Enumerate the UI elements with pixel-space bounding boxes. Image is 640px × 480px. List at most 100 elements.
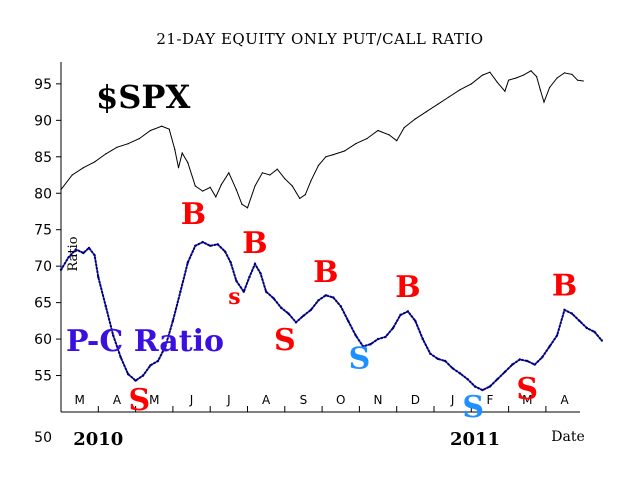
- data-point: [181, 152, 183, 154]
- data-point: [82, 167, 84, 169]
- data-point: [235, 279, 238, 282]
- data-point: [246, 207, 249, 209]
- data-point: [209, 186, 211, 188]
- data-point: [577, 79, 579, 81]
- data-point: [241, 203, 243, 205]
- data-point: [87, 246, 91, 250]
- data-point: [414, 319, 417, 323]
- month-label: J: [450, 393, 455, 407]
- data-point: [294, 321, 298, 324]
- data-point: [600, 339, 603, 342]
- data-point: [82, 251, 85, 255]
- data-point: [254, 185, 256, 187]
- series-lines: [59, 70, 603, 392]
- data-point: [209, 244, 212, 247]
- data-point: [347, 319, 350, 323]
- data-point: [94, 161, 96, 163]
- data-point: [59, 268, 63, 271]
- data-point: [242, 290, 245, 293]
- month-label: M: [149, 393, 159, 407]
- data-point: [317, 164, 319, 167]
- spx-series-line: [60, 70, 584, 209]
- data-point: [354, 334, 357, 337]
- data-point: [563, 308, 566, 312]
- data-point: [97, 275, 100, 279]
- month-label: J: [226, 393, 231, 407]
- y-tick-label: 80: [34, 186, 52, 202]
- data-point: [324, 294, 327, 297]
- pc-ratio-series-line: [60, 240, 603, 392]
- data-point: [339, 305, 342, 308]
- data-point: [279, 306, 283, 309]
- month-label: D: [411, 393, 420, 407]
- data-point: [264, 290, 268, 293]
- data-point: [253, 262, 257, 266]
- data-point: [539, 89, 541, 91]
- data-point: [60, 189, 62, 191]
- data-point: [466, 378, 469, 381]
- data-point: [248, 275, 251, 279]
- data-point: [179, 290, 182, 293]
- data-point: [112, 334, 115, 337]
- sell-signal-label: S: [516, 372, 538, 407]
- buy-signal-label: B: [552, 268, 577, 303]
- data-point: [384, 335, 387, 339]
- buy-signal-label: B: [313, 255, 338, 290]
- data-point: [504, 90, 506, 92]
- data-point: [317, 299, 320, 302]
- y-tick-label: 90: [34, 113, 52, 129]
- data-point: [119, 356, 122, 359]
- data-point: [436, 357, 439, 360]
- y-tick-label: 70: [34, 259, 52, 275]
- data-point: [399, 313, 402, 317]
- data-point: [291, 185, 293, 187]
- data-point: [421, 337, 424, 341]
- y-axis-label: Ratio: [66, 236, 81, 271]
- data-point: [582, 80, 584, 82]
- data-point: [437, 103, 439, 105]
- data-point: [511, 363, 514, 366]
- sell-signal-label: S: [128, 383, 150, 418]
- year-label: 2011: [450, 429, 500, 450]
- data-point: [366, 138, 368, 140]
- data-point: [187, 162, 189, 164]
- sell-signal-label: S: [349, 341, 371, 376]
- data-point: [93, 254, 96, 257]
- data-point: [304, 194, 306, 196]
- data-point: [202, 190, 204, 192]
- data-point: [71, 174, 73, 176]
- data-point: [533, 363, 536, 366]
- data-point: [325, 156, 327, 158]
- data-point: [229, 261, 232, 264]
- data-point: [555, 334, 559, 337]
- sell-signal-label: S: [462, 390, 484, 425]
- data-point: [556, 77, 558, 79]
- data-point: [164, 345, 167, 348]
- data-point: [194, 244, 197, 247]
- data-point: [149, 129, 152, 132]
- data-point: [177, 167, 180, 169]
- data-point: [396, 140, 398, 142]
- data-point: [489, 71, 491, 73]
- data-point: [309, 308, 313, 312]
- data-point: [332, 296, 335, 299]
- data-point: [444, 359, 447, 363]
- data-point: [138, 138, 140, 140]
- data-point: [488, 385, 492, 388]
- buy-signal-label: B: [242, 226, 267, 261]
- data-point: [403, 127, 405, 129]
- sell-signal-label: s: [228, 284, 240, 310]
- data-point: [186, 261, 189, 264]
- x-axis-ticks: M A M J J A S O N D J F M A 2010 2011: [60, 393, 569, 450]
- data-point: [355, 143, 357, 145]
- data-point: [388, 134, 390, 136]
- data-point: [276, 168, 278, 170]
- x-axis-label: Date: [551, 429, 584, 445]
- data-point: [481, 388, 484, 392]
- month-label: A: [113, 393, 122, 407]
- y-tick-label: 50: [34, 430, 52, 446]
- data-point: [259, 272, 262, 275]
- y-axis-ticks: 50 55 60 65 70 75 80 85 90 95: [34, 77, 61, 446]
